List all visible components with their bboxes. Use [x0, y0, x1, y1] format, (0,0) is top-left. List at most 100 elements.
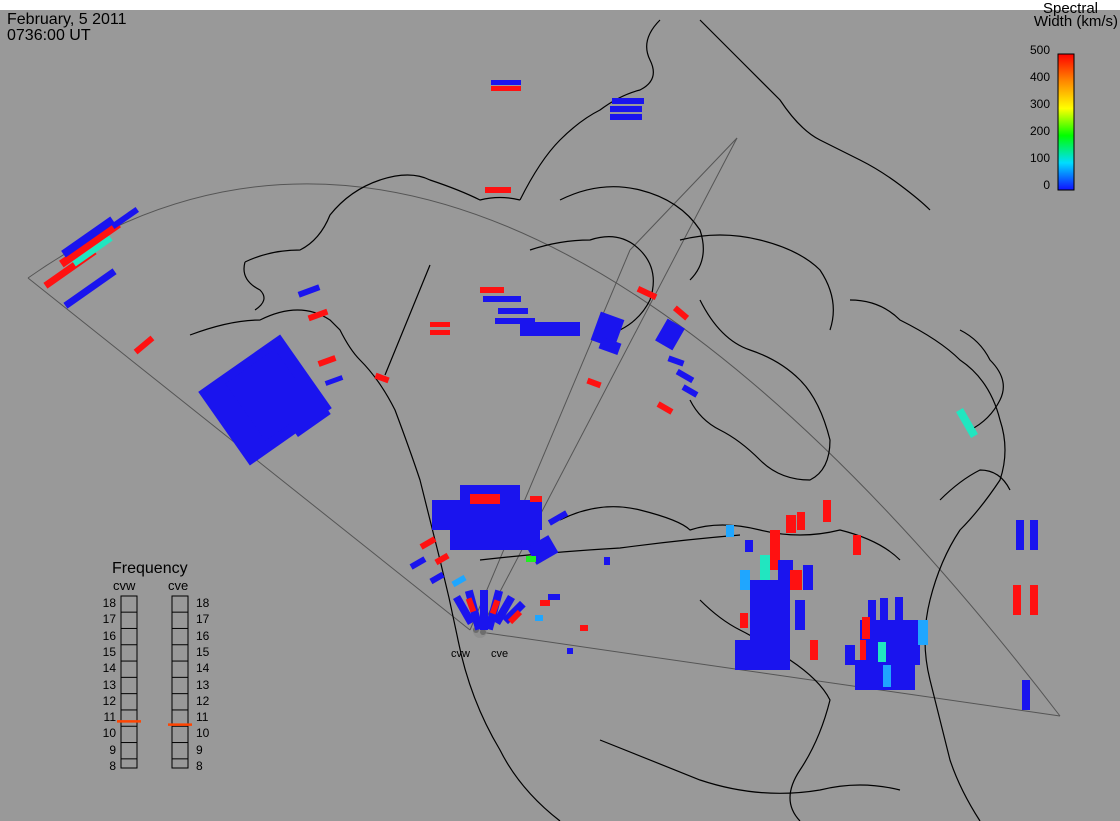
colorbar-tick-0: 0	[1043, 178, 1050, 192]
scatter-cell	[675, 368, 695, 384]
scatter-cell	[470, 494, 500, 504]
scatter-cell	[845, 645, 855, 665]
scatter-cell	[430, 322, 450, 327]
scatter-cell	[786, 515, 796, 533]
scatter-cell	[495, 318, 535, 324]
scatter-cell	[810, 640, 818, 660]
time-label: 0736:00 UT	[7, 27, 91, 44]
scatter-cell	[483, 296, 521, 302]
scatter-cell	[465, 597, 477, 613]
frequency-tick-left-10: 10	[102, 726, 116, 741]
frequency-tick-left-11: 11	[103, 710, 116, 725]
scatter-cell	[1022, 680, 1030, 710]
scatter-cell	[61, 216, 115, 258]
scatter-cell	[520, 322, 580, 336]
scatter-cell	[610, 114, 642, 120]
scatter-cell	[1030, 585, 1038, 615]
scatter-cell	[655, 318, 685, 351]
frequency-tick-left-15: 15	[102, 644, 116, 659]
scatter-cell	[480, 287, 504, 293]
frequency-title: Frequency	[112, 560, 188, 577]
frequency-tick-right-14: 14	[196, 661, 210, 676]
scatter-cell	[324, 375, 344, 386]
frequency-tick-right-15: 15	[196, 644, 210, 659]
scatter-cell	[110, 206, 140, 230]
colorbar-title-line2: Width (km/s)	[1033, 13, 1118, 30]
frequency-tick-left-18: 18	[102, 596, 116, 610]
spectral-width-colorbar	[1057, 53, 1075, 191]
scatter-cell	[745, 540, 753, 552]
scatter-cell	[530, 496, 542, 502]
scatter-cell	[672, 305, 690, 321]
scatter-cell	[681, 384, 699, 398]
scatter-cell	[409, 556, 427, 570]
date-label: February, 5 2011	[7, 11, 127, 28]
scatter-cell	[502, 600, 526, 625]
scatter-cell	[750, 580, 790, 670]
colorbar-title-line1: Spectral	[1042, 0, 1098, 17]
colorbar-tick-400: 400	[1029, 70, 1050, 84]
scatter-cell	[868, 600, 876, 625]
frequency-tick-left-8: 8	[109, 759, 116, 773]
scatter-cell	[491, 80, 521, 85]
frequency-tick-left-14: 14	[102, 661, 116, 676]
scatter-cells	[43, 80, 1038, 710]
scatter-cell	[740, 613, 748, 628]
scatter-cell	[269, 373, 331, 437]
scatter-cell	[823, 500, 831, 522]
frequency-tick-left-9: 9	[109, 742, 116, 757]
scatter-cell	[735, 640, 750, 670]
colorbar-tick-200: 200	[1029, 124, 1050, 138]
scatter-cell	[453, 595, 475, 625]
scatter-cell	[667, 355, 685, 367]
scatter-cell	[797, 512, 805, 530]
scatter-cell	[548, 594, 560, 600]
frequency-tick-right-8: 8	[196, 759, 203, 773]
frequency-tick-left-17: 17	[102, 612, 116, 627]
frequency-tick-right-18: 18	[196, 596, 210, 610]
scatter-cell	[726, 525, 734, 537]
frequency-cvw-label: cvw	[113, 578, 136, 593]
frequency-tick-left-12: 12	[102, 693, 116, 708]
radar-label-cvw: cvw	[451, 648, 470, 660]
scatter-cell	[895, 597, 903, 627]
scatter-cell	[1016, 520, 1024, 550]
frequency-tick-right-11: 11	[196, 710, 209, 725]
scatter-cell	[598, 336, 622, 356]
scatter-cell	[480, 590, 488, 630]
frequency-tick-right-13: 13	[196, 677, 210, 692]
scatter-cell	[72, 235, 113, 267]
scatter-cell	[1013, 585, 1021, 615]
scatter-cell	[507, 609, 523, 625]
scatter-cell	[636, 286, 658, 300]
scatter-cell	[317, 355, 337, 367]
scatter-cell	[489, 599, 501, 615]
scatter-cell	[498, 308, 528, 314]
scatter-cell	[956, 408, 978, 438]
scatter-cell	[491, 86, 521, 91]
frequency-tick-right-17: 17	[196, 612, 210, 627]
scatter-cell	[430, 330, 450, 335]
scatter-cell	[770, 530, 780, 570]
scatter-cell	[567, 648, 573, 654]
scatter-cell	[526, 556, 536, 562]
scatter-cell	[590, 311, 625, 349]
scatter-cell	[853, 535, 861, 555]
scatter-cell	[133, 335, 155, 355]
scatter-cell	[434, 552, 450, 566]
scatter-cell	[59, 220, 121, 268]
scatter-cell	[586, 377, 602, 389]
frequency-markers	[117, 720, 192, 726]
colorbar-tick-300: 300	[1029, 97, 1050, 111]
scatter-cell	[429, 571, 445, 585]
scatter-cell	[1030, 520, 1038, 550]
scatter-cell	[883, 665, 891, 687]
scatter-cell	[419, 536, 437, 550]
scatter-cell	[297, 284, 321, 298]
colorbar-tick-100: 100	[1029, 151, 1050, 165]
scatter-cell	[535, 615, 543, 621]
scatter-cell	[307, 308, 329, 322]
scatter-cell	[880, 598, 888, 628]
frequency-tick-left-16: 16	[102, 628, 116, 643]
